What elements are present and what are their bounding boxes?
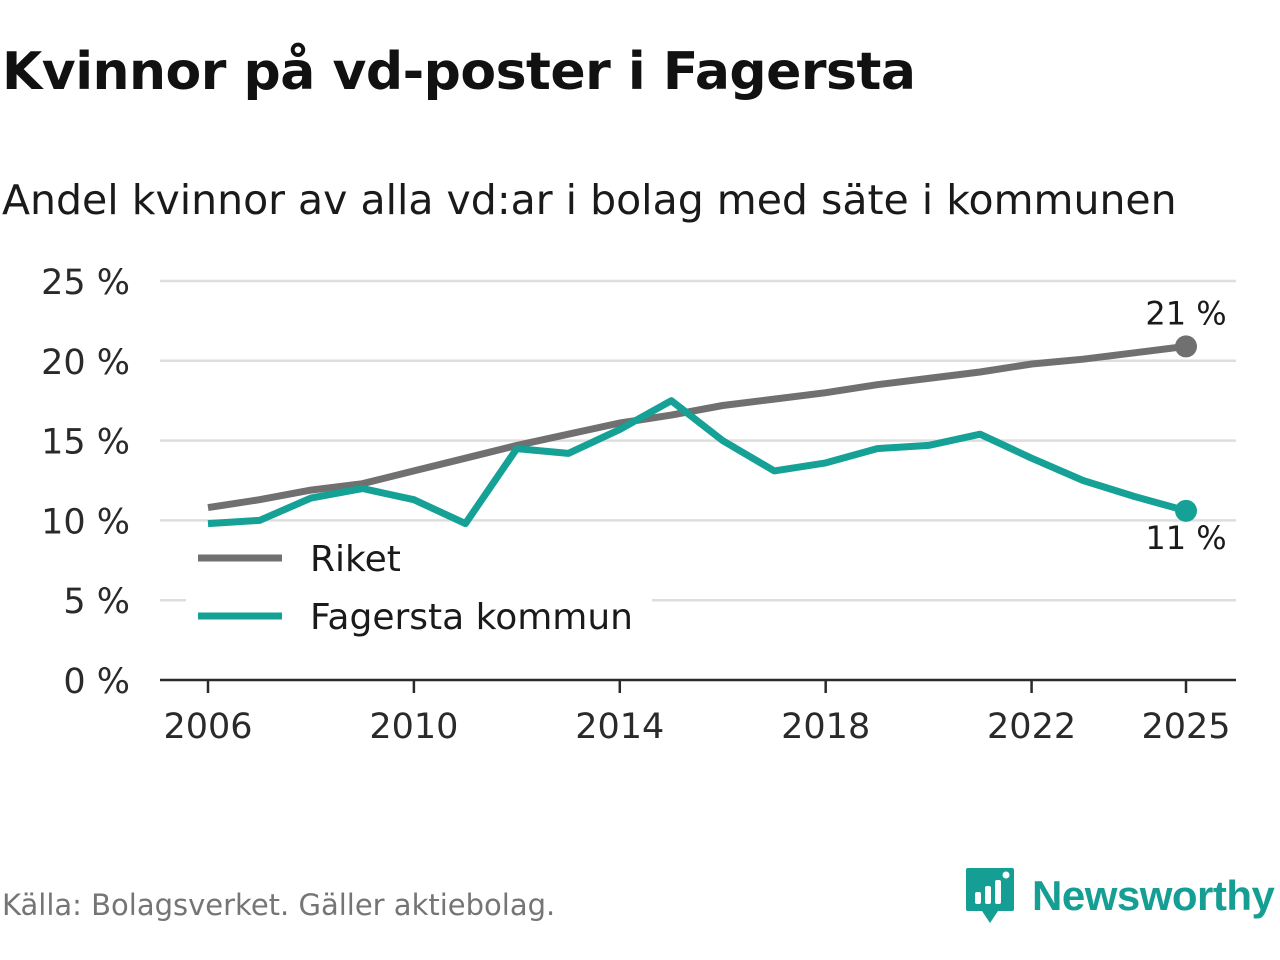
y-tick-label: 5 % xyxy=(63,582,130,622)
chart-subtitle: Andel kvinnor av alla vd:ar i bolag med … xyxy=(2,176,1177,224)
y-axis: 0 % 5 % 10 % 15 % 20 % 25 % xyxy=(41,263,130,702)
x-tick-label: 2018 xyxy=(781,707,870,747)
series-line-riket xyxy=(207,342,1187,512)
y-tick-label: 15 % xyxy=(41,423,130,463)
legend-background xyxy=(186,530,652,642)
x-tick-label: 2006 xyxy=(163,707,252,747)
end-value-label: 11 % xyxy=(1145,519,1226,557)
y-tick-label: 20 % xyxy=(41,343,130,383)
x-tick-label: 2010 xyxy=(369,707,458,747)
legend-label: Fagersta kommun xyxy=(310,597,633,638)
y-tick-label: 25 % xyxy=(41,263,130,303)
y-tick-label: 0 % xyxy=(63,662,130,702)
legend-label: Riket xyxy=(310,539,401,580)
series-line-fagersta-kommun xyxy=(207,397,1187,528)
x-tick-label: 2014 xyxy=(575,707,664,747)
x-tick-label: 2025 xyxy=(1141,707,1230,747)
y-tick-label: 10 % xyxy=(41,502,130,542)
end-value-label: 21 % xyxy=(1145,294,1226,332)
x-tick-label: 2022 xyxy=(987,707,1076,747)
legend: Riket Fagersta kommun xyxy=(186,530,652,642)
source-note: Källa: Bolagsverket. Gäller aktiebolag. xyxy=(2,888,556,922)
x-axis: 2006 2010 2014 2018 2022 2025 xyxy=(160,678,1236,747)
chart-title: Kvinnor på vd-poster i Fagersta xyxy=(2,42,916,102)
end-point-marker xyxy=(1175,499,1197,522)
brand-name: Newsworthy xyxy=(1032,872,1275,919)
newsworthy-logo-icon xyxy=(966,868,1014,923)
brand-logo: Newsworthy xyxy=(964,864,1275,928)
series-lines xyxy=(207,335,1197,528)
data-labels: 21 % 11 % xyxy=(1145,294,1226,556)
end-point-marker xyxy=(1175,335,1197,358)
